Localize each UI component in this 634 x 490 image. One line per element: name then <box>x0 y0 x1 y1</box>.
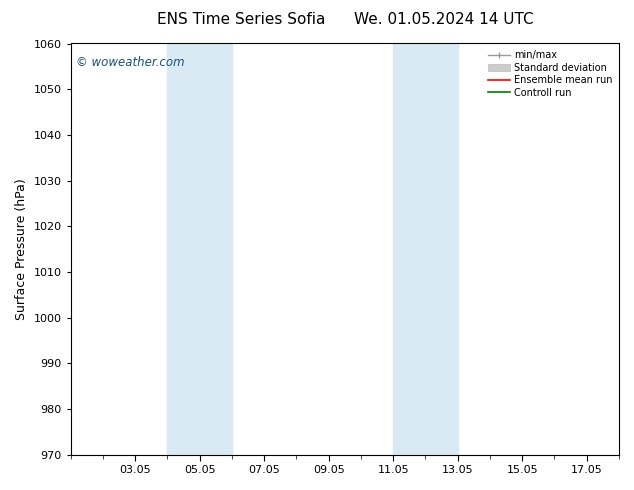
Text: We. 01.05.2024 14 UTC: We. 01.05.2024 14 UTC <box>354 12 534 27</box>
Text: ENS Time Series Sofia: ENS Time Series Sofia <box>157 12 325 27</box>
Bar <box>393 44 458 455</box>
Text: © woweather.com: © woweather.com <box>76 56 185 69</box>
Bar <box>167 44 232 455</box>
Y-axis label: Surface Pressure (hPa): Surface Pressure (hPa) <box>15 178 28 320</box>
Legend: min/max, Standard deviation, Ensemble mean run, Controll run: min/max, Standard deviation, Ensemble me… <box>484 47 616 101</box>
